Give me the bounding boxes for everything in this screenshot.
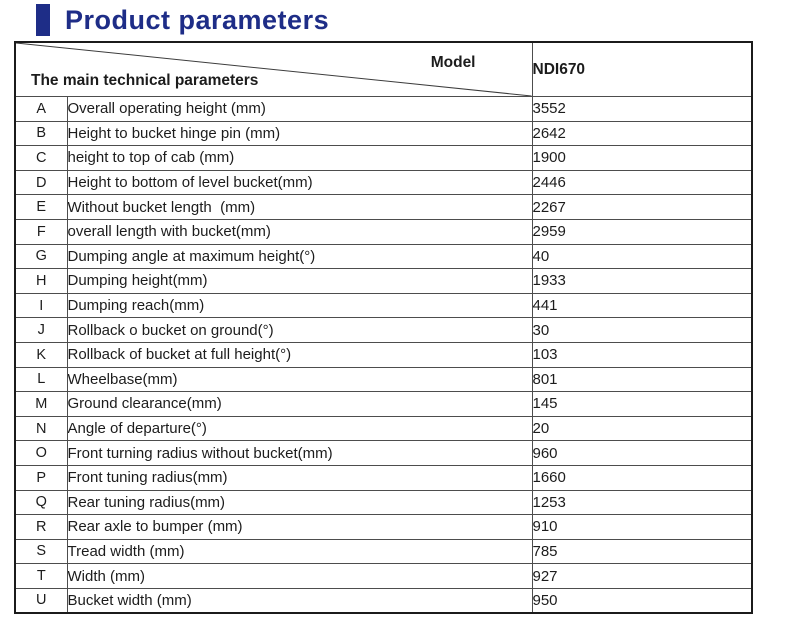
row-parameter: Height to bottom of level bucket(mm) [66, 169, 533, 196]
row-parameter: Bucket width (mm) [66, 587, 533, 614]
table-row: K Rollback of bucket at full height(°) 103 [14, 341, 753, 368]
row-parameter: Without bucket length (mm) [66, 194, 533, 220]
row-parameter: Rear axle to bumper (mm) [66, 514, 533, 540]
table-row: U Bucket width (mm) 950 [14, 587, 753, 614]
row-value: 145 [531, 391, 753, 417]
table-row: O Front turning radius without bucket(mm)… [14, 440, 753, 466]
row-letter: R [14, 514, 68, 540]
row-value: 441 [531, 292, 753, 319]
table-row: G Dumping angle at maximum height(°) 40 [14, 243, 753, 270]
row-letter: C [14, 145, 68, 171]
row-value: 927 [531, 563, 753, 589]
table-row: N Angle of departure(°) 20 [14, 415, 753, 442]
row-letter: O [14, 440, 68, 466]
corner-header-cell: Model The main technical parameters [14, 41, 533, 97]
row-parameter: Dumping height(mm) [66, 268, 533, 294]
diagonal-divider-line [16, 43, 532, 96]
table-row: H Dumping height(mm) 1933 [14, 268, 753, 294]
row-parameter: Rollback o bucket on ground(°) [66, 317, 533, 343]
main-parameters-label: The main technical parameters [31, 72, 259, 89]
row-letter: P [14, 464, 68, 491]
row-letter: H [14, 268, 68, 294]
row-letter: Q [14, 489, 68, 516]
row-letter: G [14, 243, 68, 270]
row-value: 30 [531, 317, 753, 343]
row-value: 2446 [531, 169, 753, 196]
row-letter: J [14, 317, 68, 343]
row-value: 1253 [531, 489, 753, 516]
row-value: 103 [531, 341, 753, 368]
row-letter: K [14, 341, 68, 368]
row-value: 40 [531, 243, 753, 270]
table-row: E Without bucket length (mm) 2267 [14, 194, 753, 220]
row-letter: S [14, 538, 68, 565]
row-value: 801 [531, 366, 753, 393]
row-letter: B [14, 120, 68, 147]
row-letter: A [14, 96, 68, 122]
row-parameter: Dumping angle at maximum height(°) [66, 243, 533, 270]
row-parameter: Ground clearance(mm) [66, 391, 533, 417]
row-letter: N [14, 415, 68, 442]
row-parameter: Height to bucket hinge pin (mm) [66, 120, 533, 147]
row-parameter: Rollback of bucket at full height(°) [66, 341, 533, 368]
row-parameter: Wheelbase(mm) [66, 366, 533, 393]
table-row: S Tread width (mm) 785 [14, 538, 753, 565]
row-letter: U [14, 587, 68, 614]
row-letter: E [14, 194, 68, 220]
row-letter: D [14, 169, 68, 196]
row-value: 20 [531, 415, 753, 442]
table-row: M Ground clearance(mm) 145 [14, 391, 753, 417]
title-accent-bar [36, 4, 50, 36]
row-parameter: overall length with bucket(mm) [66, 218, 533, 245]
row-value: 1900 [531, 145, 753, 171]
row-parameter: Front turning radius without bucket(mm) [66, 440, 533, 466]
table-header-row: Model The main technical parameters NDI6… [14, 41, 753, 97]
row-value: 3552 [531, 96, 753, 122]
row-value: 1933 [531, 268, 753, 294]
row-letter: T [14, 563, 68, 589]
table-body: A Overall operating height (mm) 3552 B Heigh… [14, 96, 753, 614]
row-value: 2959 [531, 218, 753, 245]
row-parameter: Width (mm) [66, 563, 533, 589]
spec-table: Model The main technical parameters NDI6… [14, 41, 753, 614]
row-parameter: Tread width (mm) [66, 538, 533, 565]
row-parameter: Dumping reach(mm) [66, 292, 533, 319]
row-parameter: Angle of departure(°) [66, 415, 533, 442]
model-name-header: NDI670 [531, 41, 753, 97]
table-row: J Rollback o bucket on ground(°) 30 [14, 317, 753, 343]
row-value: 950 [531, 587, 753, 614]
row-value: 910 [531, 514, 753, 540]
row-letter: I [14, 292, 68, 319]
table-row: B Height to bucket hinge pin (mm) 2642 [14, 120, 753, 147]
table-row: A Overall operating height (mm) 3552 [14, 96, 753, 122]
row-value: 1660 [531, 464, 753, 491]
row-value: 960 [531, 440, 753, 466]
table-row: T Width (mm) 927 [14, 563, 753, 589]
row-letter: M [14, 391, 68, 417]
table-row: Q Rear tuning radius(mm) 1253 [14, 489, 753, 516]
row-value: 2267 [531, 194, 753, 220]
row-letter: L [14, 366, 68, 393]
model-label: Model [430, 54, 476, 71]
table-row: R Rear axle to bumper (mm) 910 [14, 514, 753, 540]
table-row: P Front tuning radius(mm) 1660 [14, 464, 753, 491]
row-parameter: Front tuning radius(mm) [66, 464, 533, 491]
row-parameter: Rear tuning radius(mm) [66, 489, 533, 516]
table-row: D Height to bottom of level bucket(mm) 244… [14, 169, 753, 196]
table-row: L Wheelbase(mm) 801 [14, 366, 753, 393]
row-value: 785 [531, 538, 753, 565]
page-title-row: Product parameters [36, 4, 329, 36]
row-letter: F [14, 218, 68, 245]
row-parameter: height to top of cab (mm) [66, 145, 533, 171]
table-row: I Dumping reach(mm) 441 [14, 292, 753, 319]
page-title: Product parameters [65, 5, 330, 35]
row-parameter: Overall operating height (mm) [66, 96, 533, 122]
row-value: 2642 [531, 120, 753, 147]
